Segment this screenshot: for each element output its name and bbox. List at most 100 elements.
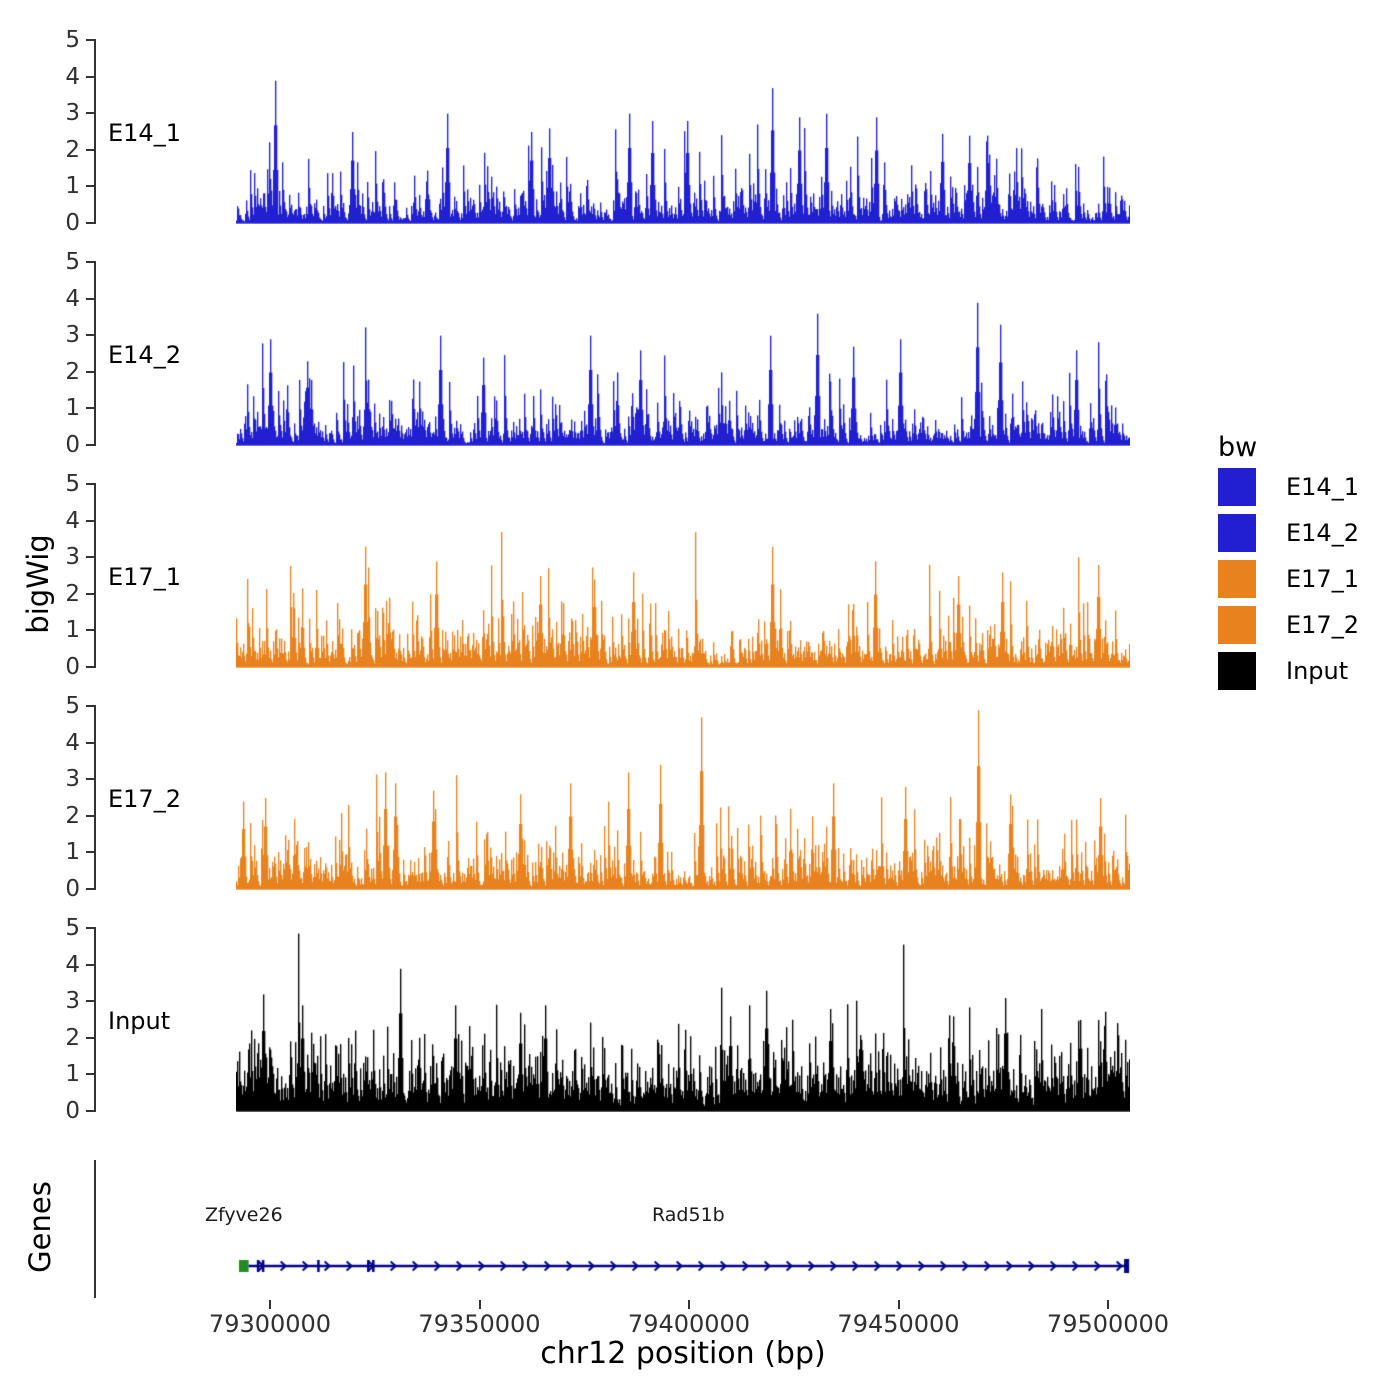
- legend-title: bw: [1218, 432, 1258, 463]
- gene-label-Rad51b: Rad51b: [651, 1204, 725, 1226]
- y-tick-label: 2: [65, 1024, 80, 1051]
- y-tick-mark: [86, 519, 95, 522]
- signal-canvas-E14_1: [236, 40, 1130, 224]
- y-tick-mark: [86, 814, 95, 817]
- y-tick-mark: [86, 407, 95, 410]
- track-y-axis-line: [94, 705, 96, 890]
- y-tick-label: 1: [65, 839, 80, 866]
- legend-swatch-Input: [1218, 652, 1256, 690]
- y-tick-mark: [86, 1036, 95, 1039]
- legend-swatch-E14_1: [1218, 468, 1256, 506]
- signal-canvas-E17_1: [236, 484, 1130, 668]
- y-tick-mark: [86, 444, 95, 446]
- y-tick-label: 4: [65, 951, 80, 978]
- y-tick-label: 1: [65, 617, 80, 644]
- track-label: E14_1: [108, 119, 181, 147]
- x-tick-mark: [478, 1300, 481, 1309]
- y-tick-mark: [86, 261, 95, 263]
- legend-label-E14_1: E14_1: [1286, 473, 1359, 501]
- x-tick-label: 79300000: [208, 1310, 332, 1338]
- track-label: Input: [108, 1007, 171, 1035]
- y-tick-mark: [86, 334, 95, 337]
- y-tick-label: 5: [65, 471, 80, 497]
- y-tick-label: 4: [65, 729, 80, 756]
- x-tick-mark: [269, 1300, 271, 1309]
- y-tick-label: 3: [65, 322, 80, 349]
- x-tick-label: 79350000: [418, 1310, 541, 1338]
- y-tick-mark: [86, 1110, 95, 1112]
- y-tick-mark: [86, 741, 95, 744]
- y-tick-label: 2: [65, 358, 80, 385]
- x-axis-title: chr12 position (bp): [540, 1336, 826, 1371]
- y-tick-mark: [86, 705, 95, 707]
- y-tick-mark: [86, 39, 95, 41]
- y-tick-mark: [86, 370, 95, 373]
- y-tick-mark: [86, 778, 95, 781]
- track-label: E14_2: [108, 341, 181, 369]
- y-tick-mark: [86, 666, 95, 668]
- y-tick-mark: [86, 112, 95, 115]
- x-tick-mark: [688, 1300, 690, 1309]
- y-tick-label: 1: [65, 395, 80, 422]
- y-tick-label: 3: [65, 100, 80, 127]
- y-tick-mark: [86, 851, 95, 854]
- legend-swatch-E17_1: [1218, 560, 1256, 598]
- y-tick-label: 5: [65, 27, 80, 53]
- y-tick-label: 5: [65, 915, 80, 941]
- y-tick-mark: [86, 75, 95, 78]
- track-y-axis-line: [94, 927, 96, 1112]
- x-tick-label: 79500000: [1046, 1310, 1170, 1338]
- genes-axis-title: Genes: [23, 1181, 57, 1273]
- y-tick-label: 0: [65, 210, 80, 236]
- track-y-axis-line: [94, 483, 96, 668]
- y-tick-label: 4: [65, 285, 80, 312]
- y-tick-mark: [86, 888, 95, 890]
- y-tick-label: 4: [65, 63, 80, 90]
- y-tick-label: 2: [65, 802, 80, 829]
- y-tick-label: 3: [65, 766, 80, 793]
- track-y-axis-line: [94, 39, 96, 224]
- legend-label-E17_1: E17_1: [1286, 565, 1359, 593]
- x-tick-mark: [1107, 1300, 1109, 1309]
- x-tick-mark: [897, 1300, 900, 1309]
- y-tick-label: 1: [65, 1061, 80, 1088]
- track-label: E17_2: [108, 785, 181, 813]
- y-tick-mark: [86, 222, 95, 224]
- signal-canvas-E14_2: [236, 262, 1130, 446]
- gene-label-Zfyve26: Zfyve26: [204, 1204, 283, 1226]
- y-tick-mark: [86, 148, 95, 151]
- x-tick-label: 79450000: [837, 1310, 960, 1338]
- y-tick-label: 1: [65, 173, 80, 200]
- y-tick-mark: [86, 592, 95, 595]
- y-tick-label: 0: [65, 654, 80, 680]
- track-y-axis-line: [94, 261, 96, 446]
- y-tick-mark: [86, 185, 95, 188]
- y-tick-label: 3: [65, 988, 80, 1015]
- legend-swatch-E17_2: [1218, 606, 1256, 644]
- y-tick-mark: [86, 629, 95, 632]
- legend-swatch-E14_2: [1218, 514, 1256, 552]
- y-tick-label: 2: [65, 580, 80, 607]
- y-tick-mark: [86, 1073, 95, 1076]
- signal-canvas-E17_2: [236, 706, 1130, 890]
- y-tick-mark: [86, 556, 95, 559]
- legend-label-E14_2: E14_2: [1286, 519, 1359, 547]
- y-tick-label: 4: [65, 507, 80, 534]
- y-tick-label: 3: [65, 544, 80, 571]
- gene-model-canvas: [190, 1236, 1150, 1300]
- y-tick-label: 2: [65, 136, 80, 163]
- track-label: E17_1: [108, 563, 181, 591]
- genes-axis-line: [94, 1160, 96, 1298]
- y-tick-label: 5: [65, 693, 80, 719]
- x-tick-label: 79400000: [627, 1310, 751, 1338]
- y-tick-mark: [86, 297, 95, 300]
- y-tick-label: 5: [65, 249, 80, 275]
- legend-label-E17_2: E17_2: [1286, 611, 1359, 639]
- y-tick-label: 0: [65, 1098, 80, 1124]
- y-tick-mark: [86, 963, 95, 966]
- legend-label-Input: Input: [1286, 657, 1349, 685]
- y-tick-mark: [86, 483, 95, 485]
- y-tick-label: 0: [65, 876, 80, 902]
- y-tick-mark: [86, 927, 95, 929]
